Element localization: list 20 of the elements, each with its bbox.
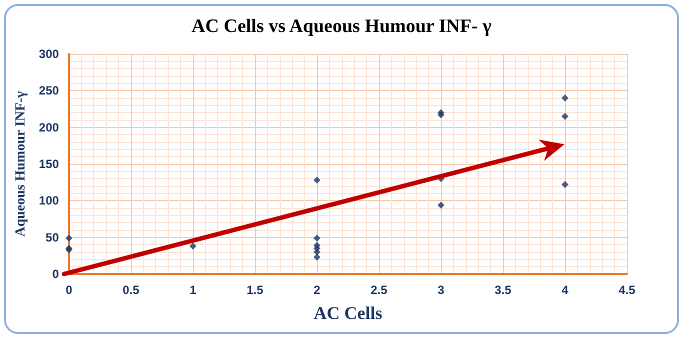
y-tick-label: 100 [38, 194, 60, 208]
x-tick-label: 1 [190, 283, 197, 297]
x-tick-label: 4 [562, 283, 569, 297]
y-axis-title: Aqueous Humour INF-γ [14, 90, 28, 237]
x-tick-label: 1.5 [246, 283, 264, 297]
x-tick-label: 0 [66, 283, 73, 297]
x-tick-label: 3 [438, 283, 445, 297]
y-tick-label: 50 [46, 230, 60, 244]
y-tick-label: 150 [38, 157, 60, 171]
y-tick-label: 200 [38, 120, 60, 134]
y-tick-label: 300 [38, 47, 60, 61]
x-tick-label: 2 [314, 283, 321, 297]
y-tick-label: 250 [38, 84, 60, 98]
x-tick-label: 3.5 [494, 283, 512, 297]
x-axis-title: AC Cells [314, 303, 382, 323]
x-tick-label: 2.5 [370, 283, 388, 297]
chart-title: AC Cells vs Aqueous Humour INF- γ [192, 16, 492, 37]
x-tick-label: 0.5 [122, 283, 140, 297]
y-tick-label: 0 [52, 267, 60, 281]
x-tick-label: 4.5 [618, 283, 636, 297]
